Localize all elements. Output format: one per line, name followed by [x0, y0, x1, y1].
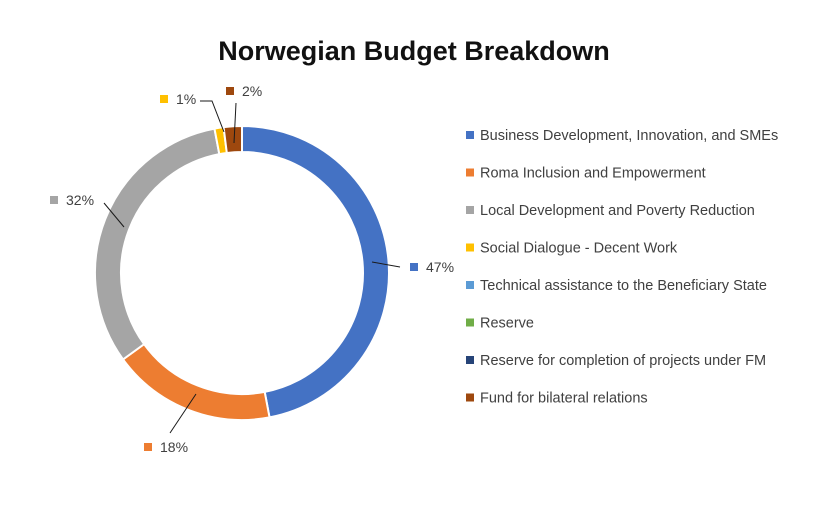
- data-label: 32%: [66, 192, 94, 208]
- legend-swatch: [466, 393, 474, 402]
- data-label-marker: [226, 87, 234, 95]
- legend-swatch: [466, 206, 474, 214]
- legend-swatch: [466, 356, 474, 364]
- data-labels: 47% 18% 32% 1% 2%: [50, 83, 454, 455]
- slice-fund-for-bilateral-relations: [222, 124, 243, 155]
- legend: Business Development, Innovation, and SM…: [466, 128, 778, 407]
- legend-swatch: [466, 168, 474, 177]
- legend-swatch: [466, 243, 474, 252]
- data-label: 1%: [176, 91, 196, 107]
- legend-item-roma-inclusion-and-empowerment: Roma Inclusion and Empowerment: [480, 166, 706, 182]
- legend-item-local-development-and-poverty-reduction: Local Development and Poverty Reduction: [480, 203, 755, 219]
- data-label: 18%: [160, 439, 188, 455]
- leader-line: [371, 261, 401, 268]
- data-label: 2%: [242, 83, 262, 99]
- chart-title: Norwegian Budget Breakdown: [218, 36, 610, 66]
- legend-item-reserve: Reserve: [480, 316, 534, 332]
- legend-item-fund-for-bilateral-relations: Fund for bilateral relations: [480, 391, 648, 407]
- leader-line: [169, 393, 197, 434]
- data-label: 47%: [426, 259, 454, 275]
- slice-roma-inclusion-and-empowerment: [121, 342, 271, 421]
- legend-item-technical-assistance-to-the-beneficiary-state: Technical assistance to the Beneficiary …: [480, 278, 767, 294]
- donut-slices: [94, 124, 390, 421]
- data-label-marker: [144, 443, 152, 451]
- slice-local-development-and-poverty-reduction: [94, 127, 221, 361]
- legend-item-social-dialogue-decent-work: Social Dialogue - Decent Work: [480, 241, 678, 257]
- legend-swatch: [466, 318, 474, 327]
- leader-line: [103, 202, 125, 228]
- legend-swatch: [466, 131, 474, 139]
- leader-line: [233, 102, 237, 144]
- legend-item-business-development-innovation-and-smes: Business Development, Innovation, and SM…: [480, 128, 778, 144]
- data-label-marker: [50, 196, 58, 204]
- slice-business-development-innovation-and-smes: [241, 124, 390, 419]
- data-label-marker: [160, 95, 168, 103]
- data-label-marker: [410, 263, 418, 271]
- leader-line: [200, 100, 225, 133]
- legend-swatch: [466, 281, 474, 289]
- legend-item-reserve-for-completion-of-projects-under-fm: Reserve for completion of projects under…: [480, 353, 766, 369]
